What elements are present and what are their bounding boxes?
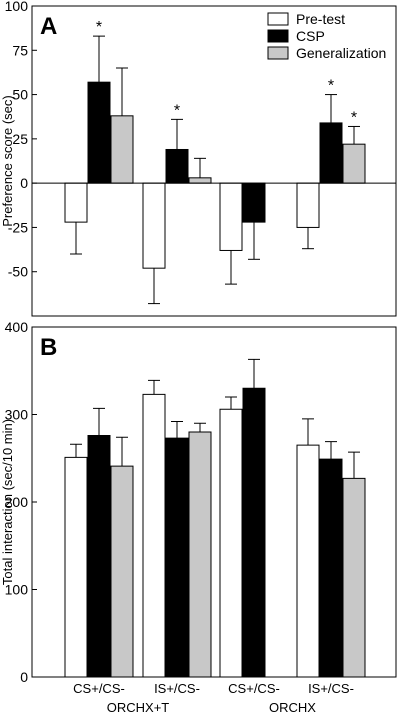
y-axis-title: Total interaction (sec/10 min)	[0, 419, 15, 585]
bar	[219, 408, 243, 678]
legend-label: Pre-test	[296, 11, 345, 27]
bar	[165, 437, 189, 678]
y-tick-label: -25	[8, 219, 28, 235]
y-tick-label: 100	[5, 582, 29, 598]
y-tick-label: -50	[8, 264, 28, 280]
y-tick-label: 200	[5, 494, 29, 510]
bar	[142, 182, 166, 269]
legend-swatch	[267, 46, 289, 60]
x-tick-label: IS+/CS-	[154, 681, 200, 696]
bar	[242, 387, 266, 678]
chart-panel-a: -50 -25 0 25 50 75 100 Preference score (sec) A *…	[0, 0, 397, 317]
legend-label: Generalization	[296, 45, 386, 61]
bar	[165, 148, 189, 184]
legend-swatch	[267, 12, 289, 26]
x-tick-label: IS+/CS-	[308, 681, 354, 696]
y-tick-label: 100	[5, 0, 29, 14]
bar	[64, 182, 88, 223]
bar	[110, 115, 134, 184]
legend-label: CSP	[296, 28, 325, 44]
plot-frame	[31, 5, 397, 317]
x-group-label: ORCHX+T	[107, 700, 170, 715]
chart-panel-b: 0 100 200 300 400 Total interaction (sec/10 m…	[0, 319, 397, 715]
x-tick-label: CS+/CS-	[73, 681, 125, 696]
panel-letter: B	[40, 334, 57, 361]
y-tick-label: 400	[5, 319, 29, 335]
legend-swatch	[267, 29, 289, 43]
bar	[188, 431, 212, 678]
y-tick-label: 300	[5, 407, 29, 423]
bar	[188, 177, 212, 184]
bar	[296, 444, 320, 678]
y-axis-title: Preference score (sec)	[0, 95, 15, 227]
significance-marker: *	[328, 78, 334, 95]
bar	[319, 122, 343, 184]
panel-letter: A	[40, 13, 57, 40]
y-tick-label: 75	[12, 42, 28, 58]
bar	[219, 182, 243, 251]
significance-marker: *	[351, 109, 357, 126]
bar	[242, 182, 266, 223]
y-tick-label: 0	[20, 669, 28, 685]
significance-marker: *	[174, 102, 180, 119]
y-tick-label: 0	[20, 175, 28, 191]
bar	[87, 435, 111, 678]
bar	[342, 477, 366, 678]
x-group-label: ORCHX	[269, 700, 316, 715]
bar	[342, 143, 366, 184]
bar	[296, 182, 320, 228]
bar	[64, 456, 88, 678]
bar	[319, 458, 343, 678]
significance-marker: *	[96, 19, 102, 36]
y-tick-label: 50	[12, 87, 28, 103]
bar	[110, 465, 134, 678]
bar	[87, 81, 111, 184]
x-tick-label: CS+/CS-	[228, 681, 280, 696]
bar	[142, 393, 166, 678]
y-tick-label: 25	[12, 131, 28, 147]
